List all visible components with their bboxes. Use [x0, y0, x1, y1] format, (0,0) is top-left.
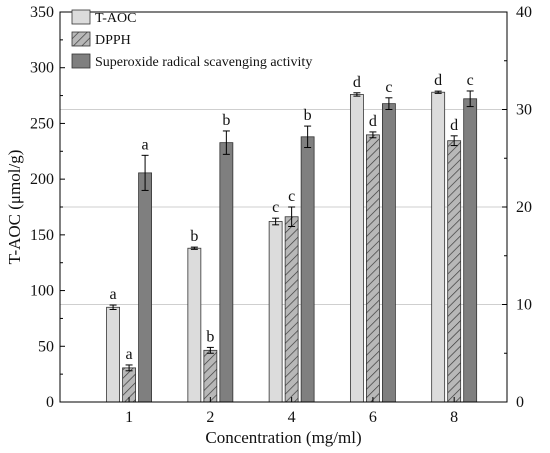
x-tick-label: 8 — [450, 409, 458, 426]
x-tick-label: 6 — [369, 409, 377, 426]
bar — [365, 134, 380, 403]
data-label: b — [304, 107, 312, 124]
legend-swatch — [71, 31, 91, 47]
legend-swatch — [71, 9, 91, 25]
data-label: a — [126, 346, 133, 363]
data-label: d — [369, 113, 377, 130]
legend-swatch — [71, 53, 91, 69]
y-axis-label: T-AOC (μmol/g) — [5, 150, 24, 265]
legend-label: DPPH — [95, 33, 131, 48]
bar — [138, 172, 152, 403]
y-tick-label: 350 — [30, 4, 54, 21]
bar — [300, 136, 315, 403]
y-tick-label: 50 — [38, 338, 54, 355]
x-tick-label: 1 — [125, 409, 133, 426]
data-label: c — [385, 79, 392, 96]
x-axis-label: Concentration (mg/ml) — [205, 428, 361, 447]
y-tick-label: 250 — [30, 115, 54, 132]
data-label: d — [450, 117, 458, 134]
bar — [381, 103, 396, 403]
bar — [447, 140, 462, 403]
y-tick-label: 100 — [30, 283, 54, 300]
bar — [219, 142, 234, 403]
data-label: d — [353, 74, 361, 91]
data-label: c — [272, 199, 279, 216]
data-label: a — [110, 286, 117, 303]
bar — [187, 247, 202, 403]
data-label: c — [467, 72, 474, 89]
y-tick-label: 0 — [46, 394, 54, 411]
data-label: b — [206, 328, 214, 345]
x-tick-label: 2 — [206, 409, 214, 426]
bar — [268, 221, 283, 403]
bar — [349, 94, 364, 403]
data-label: d — [434, 72, 442, 89]
y-tick-label: 200 — [30, 171, 54, 188]
legend-label: T-AOC — [95, 11, 137, 26]
data-label: b — [190, 228, 198, 245]
axes-layer: 0 50 100 150 200 250 300 350 0 10 20 30 40 1 2 4 6 8 — [30, 4, 532, 426]
data-label: a — [142, 136, 149, 153]
bar — [203, 349, 218, 403]
data-label: b — [222, 112, 230, 129]
data-label: c — [288, 188, 295, 205]
y-tick-label: 150 — [30, 227, 54, 244]
y2-tick-label: 0 — [516, 394, 524, 411]
bar — [122, 367, 136, 403]
y2-tick-label: 20 — [516, 199, 532, 216]
bar — [106, 306, 120, 403]
bar — [463, 98, 478, 403]
y2-tick-label: 30 — [516, 102, 532, 119]
x-tick-label: 4 — [288, 409, 296, 426]
bar — [431, 91, 446, 403]
y-tick-label: 300 — [30, 60, 54, 77]
legend-label: Superoxide radical scavenging activity — [95, 55, 312, 70]
y2-tick-label: 10 — [516, 297, 532, 314]
legend: T-AOC DPPH Superoxide radical scavenging a… — [71, 9, 312, 70]
bar — [284, 216, 299, 403]
y2-tick-label: 40 — [516, 4, 532, 21]
